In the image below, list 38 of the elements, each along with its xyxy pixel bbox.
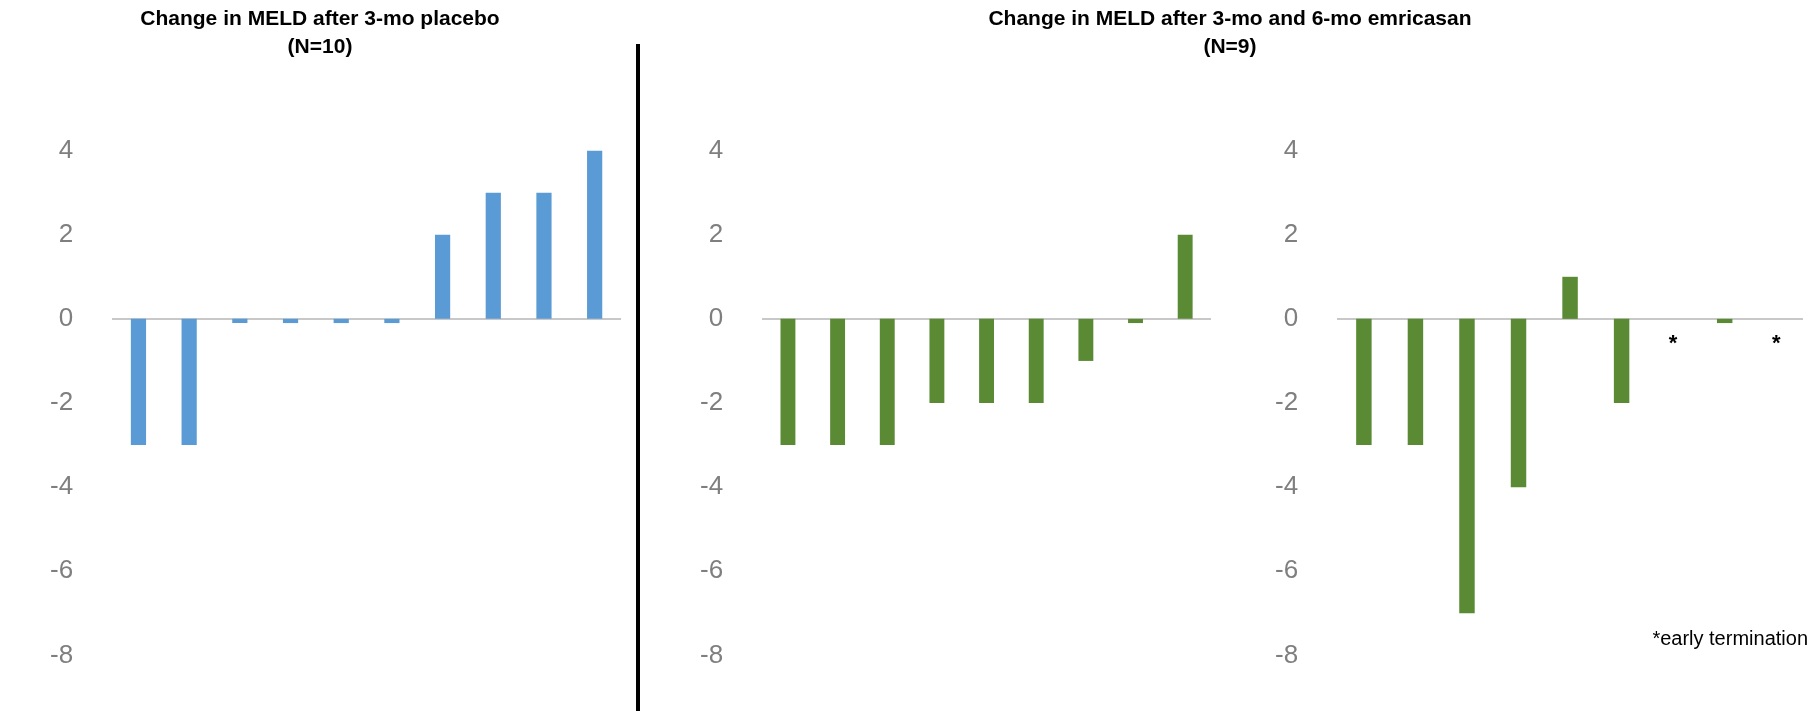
- bar: [587, 150, 603, 319]
- y-tick-label: -8: [49, 638, 74, 669]
- y-tick-label: -2: [49, 386, 74, 417]
- y-tick-label: -6: [699, 554, 724, 585]
- y-tick-label: 0: [58, 302, 74, 333]
- chart-title: Change in MELD after 3-mo and 6-mo emricasan: [987, 5, 1473, 31]
- y-tick-label: -2: [699, 386, 724, 417]
- bar: [485, 192, 501, 319]
- chart-subtitle: (N=9): [1202, 33, 1258, 59]
- bar: [384, 318, 400, 324]
- y-tick-label: -4: [49, 470, 74, 501]
- y-tick-label: -4: [1274, 470, 1299, 501]
- bar: [181, 318, 197, 446]
- y-tick-label: 2: [58, 217, 74, 248]
- bar: [333, 318, 349, 324]
- bar: [536, 192, 552, 319]
- y-tick-label: 4: [1283, 133, 1299, 164]
- text: *: [1668, 329, 1678, 355]
- y-tick-label: 4: [58, 133, 74, 164]
- bar: [130, 318, 147, 446]
- bar: [282, 318, 299, 324]
- y-tick-label: -8: [699, 638, 724, 669]
- text: *: [1771, 329, 1781, 355]
- chart-title: Change in MELD after 3-mo placebo: [139, 5, 501, 31]
- y-tick-label: 2: [1283, 217, 1299, 248]
- y-tick-label: -2: [1274, 386, 1299, 417]
- y-tick-label: 2: [708, 217, 724, 248]
- bar: [434, 234, 451, 319]
- annotation: *early termination: [1652, 626, 1808, 649]
- chart-subtitle: (N=10): [286, 33, 354, 59]
- bar: [232, 318, 248, 324]
- y-tick-label: -4: [699, 470, 724, 501]
- y-tick-label: 0: [1283, 302, 1299, 333]
- y-tick-label: -6: [49, 554, 74, 585]
- y-tick-label: -6: [1274, 554, 1299, 585]
- y-tick-label: -8: [1274, 638, 1299, 669]
- y-tick-label: 0: [708, 302, 724, 333]
- y-tick-label: 4: [708, 133, 724, 164]
